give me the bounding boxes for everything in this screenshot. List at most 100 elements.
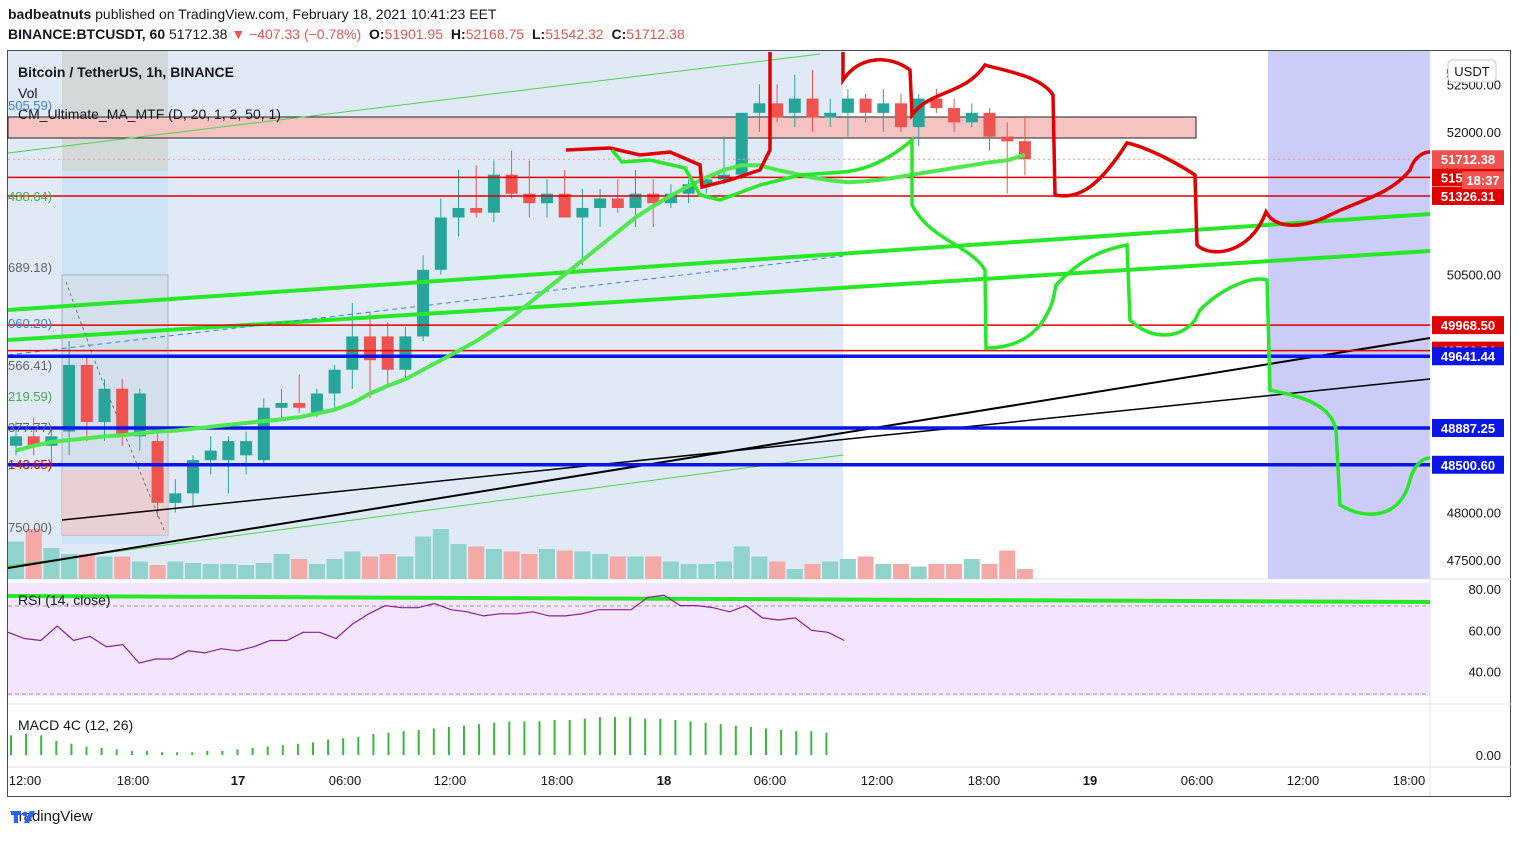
candle-body: [257, 407, 270, 461]
macd-bar: [417, 729, 420, 755]
volume-bar: [238, 565, 255, 579]
volume-bar: [804, 564, 821, 579]
candle-body: [293, 403, 306, 408]
volume-bar: [415, 536, 432, 579]
volume-bar: [751, 556, 768, 579]
candle-body: [682, 184, 695, 194]
candle-body: [523, 193, 536, 204]
price-label-text: 48887.25: [1441, 421, 1495, 436]
price-label-text: 49968.50: [1441, 318, 1495, 333]
fib-label: 143.65): [8, 457, 52, 472]
macd-bar: [478, 724, 481, 755]
macd-tick: 0.00: [1476, 748, 1501, 763]
macd-bar: [372, 734, 375, 755]
fib-box-red: [62, 470, 168, 535]
macd-bar: [810, 731, 813, 755]
macd-bar: [825, 732, 828, 755]
volume-bar: [485, 549, 502, 579]
author: badbeatnuts: [8, 6, 92, 22]
volume-bar: [627, 556, 644, 579]
candle-body: [664, 193, 677, 204]
fib-zone-top: [62, 51, 168, 171]
candle-body: [240, 441, 253, 456]
channel-bottom-line: [7, 454, 844, 567]
macd-bar: [206, 750, 209, 755]
macd-bar: [508, 721, 511, 755]
candle-body: [27, 436, 40, 446]
macd-bar: [115, 749, 118, 755]
candle-body: [98, 388, 111, 423]
volume-bar: [963, 559, 980, 579]
price-label-box: [1432, 150, 1504, 169]
rsi-line: [7, 594, 845, 664]
currency-badge[interactable]: [1447, 59, 1497, 83]
macd-bar: [749, 727, 752, 755]
candle-body: [895, 103, 907, 128]
macd-bar: [614, 717, 616, 755]
volume-bar: [521, 554, 538, 579]
macd-bar: [568, 720, 571, 755]
high-value: 52168.75: [465, 26, 525, 42]
candle-body: [381, 336, 394, 370]
candle-body: [1001, 136, 1014, 142]
candle-body: [859, 98, 872, 113]
black-trendline-lower: [61, 378, 1431, 521]
volume-bar: [662, 561, 679, 579]
macd-bar: [402, 731, 405, 755]
volume-bar: [733, 546, 750, 579]
price-label-box: [1432, 455, 1504, 474]
countdown-box: [1462, 171, 1504, 190]
time-tick: 06:00: [329, 773, 362, 788]
macd-bar: [674, 720, 677, 755]
time-tick: 12:00: [9, 773, 42, 788]
rsi-tick: 80.00: [1468, 582, 1501, 597]
chart-frame[interactable]: [7, 50, 1511, 797]
macd-bar: [25, 734, 28, 755]
candle-body: [771, 103, 784, 118]
macd-bar: [463, 725, 465, 755]
macd-bar: [704, 722, 707, 755]
green-trendline-upper: [7, 212, 1431, 312]
channel-top-line: [7, 53, 821, 154]
volume-bar: [574, 551, 591, 579]
candle-body: [399, 336, 412, 370]
volume-bar: [185, 563, 201, 579]
candle-body: [930, 98, 943, 109]
candle-body: [594, 198, 607, 208]
volume-bar: [255, 563, 272, 579]
volume-bar: [379, 554, 396, 579]
candle-body: [10, 436, 22, 446]
macd-bar: [387, 732, 390, 755]
time-tick: 18:00: [117, 773, 150, 788]
candle-body: [788, 98, 801, 113]
candle-body: [965, 112, 978, 123]
volume-bar: [592, 554, 609, 579]
macd-bar: [55, 741, 58, 755]
volume-bar: [839, 559, 856, 579]
tradingview-footer[interactable]: TradingView: [10, 808, 93, 825]
close-label: C:: [611, 26, 627, 42]
red-forecast-path: [565, 52, 1431, 254]
volume-bar: [43, 548, 60, 579]
fib-label: 689.18): [8, 260, 52, 275]
volume-bar: [291, 559, 308, 579]
macd-bar: [312, 742, 314, 755]
price-label-box: [1432, 347, 1504, 366]
volume-bar: [308, 564, 325, 579]
volume-bar: [362, 556, 378, 579]
rsi-label: RSI (14, close): [18, 592, 111, 608]
volume-bar: [928, 564, 945, 579]
volume-bar: [857, 556, 874, 579]
candle-body: [806, 98, 819, 118]
fib-label: 060.20): [8, 316, 52, 331]
ma-indicator-label: CM_Ultimate_MA_MTF (D, 20, 1, 2, 50, 1): [18, 106, 281, 122]
volume-bar: [786, 569, 803, 579]
macd-bar: [327, 739, 330, 755]
volume-bar: [149, 565, 166, 579]
countdown-text: 18:37: [1466, 173, 1499, 188]
low-value: 51542.32: [545, 26, 604, 42]
candle-body: [841, 98, 854, 113]
price-label-box: [1432, 186, 1504, 205]
volume-bar: [8, 541, 24, 579]
